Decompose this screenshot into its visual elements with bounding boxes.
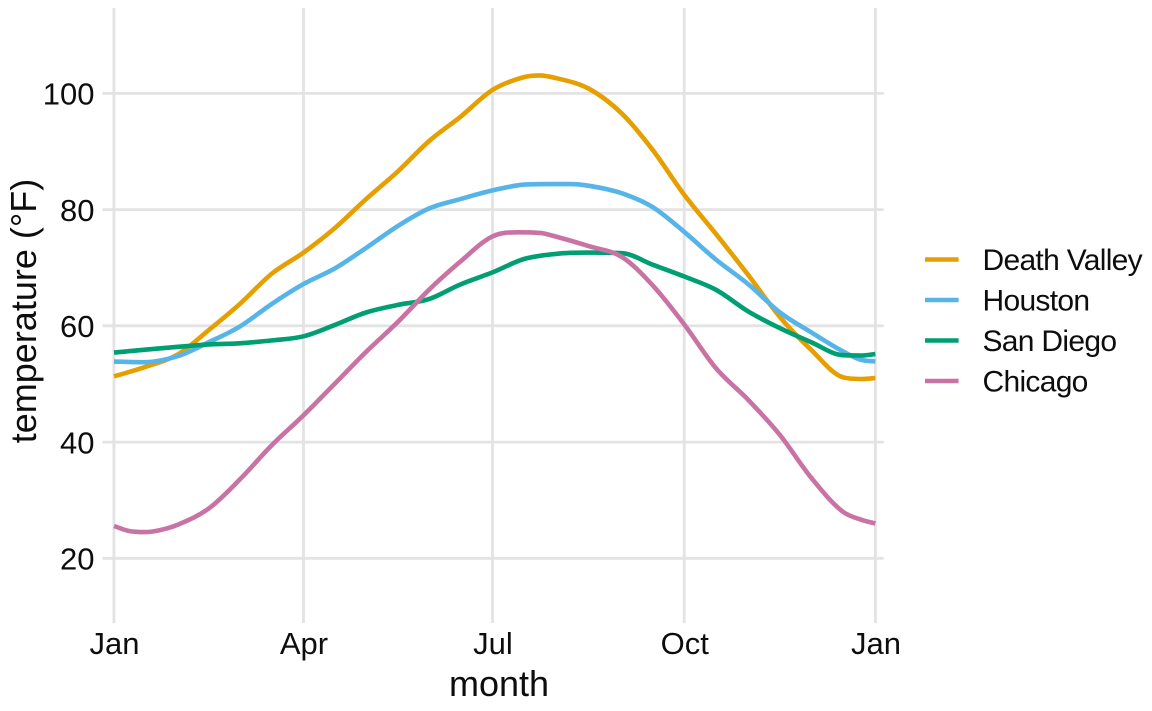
svg-text:Oct: Oct xyxy=(661,626,710,661)
svg-text:San Diego: San Diego xyxy=(983,325,1117,358)
svg-text:100: 100 xyxy=(43,77,95,112)
svg-text:60: 60 xyxy=(60,309,94,344)
svg-text:month: month xyxy=(449,663,549,704)
svg-text:20: 20 xyxy=(60,542,94,577)
svg-text:Jan: Jan xyxy=(851,626,901,661)
svg-text:Houston: Houston xyxy=(983,284,1090,317)
svg-text:temperature (°F): temperature (°F) xyxy=(3,179,44,443)
svg-text:40: 40 xyxy=(60,425,94,460)
svg-text:Apr: Apr xyxy=(280,626,328,661)
svg-text:Jul: Jul xyxy=(473,626,513,661)
svg-text:Death Valley: Death Valley xyxy=(983,244,1143,277)
svg-text:80: 80 xyxy=(60,193,94,228)
svg-text:Jan: Jan xyxy=(90,626,140,661)
svg-text:Chicago: Chicago xyxy=(983,365,1088,398)
